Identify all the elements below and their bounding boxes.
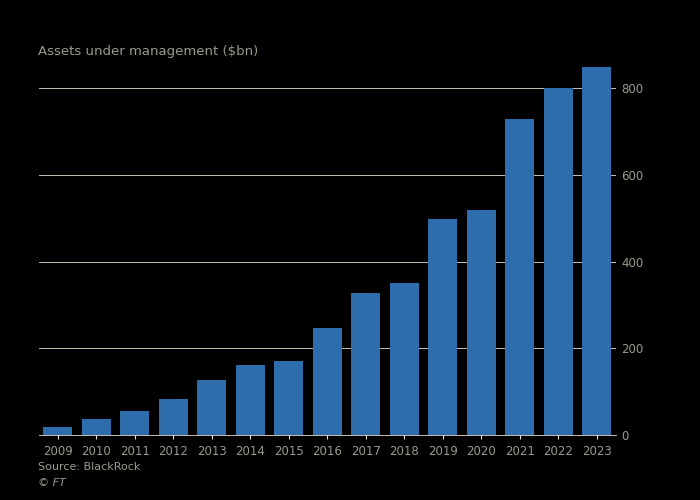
Bar xyxy=(390,282,419,435)
Bar xyxy=(544,88,573,435)
Bar xyxy=(159,400,188,435)
Bar xyxy=(236,365,265,435)
Bar xyxy=(351,293,380,435)
Bar xyxy=(467,210,496,435)
Bar xyxy=(505,119,534,435)
Text: Assets under management ($bn): Assets under management ($bn) xyxy=(38,45,259,58)
Bar xyxy=(120,411,149,435)
Bar xyxy=(274,360,303,435)
Text: Source: BlackRock: Source: BlackRock xyxy=(38,462,141,472)
Bar xyxy=(582,67,611,435)
Bar xyxy=(82,418,111,435)
Bar xyxy=(43,427,72,435)
Bar xyxy=(313,328,342,435)
Text: © FT: © FT xyxy=(38,478,66,488)
Bar xyxy=(428,220,457,435)
Bar xyxy=(197,380,226,435)
